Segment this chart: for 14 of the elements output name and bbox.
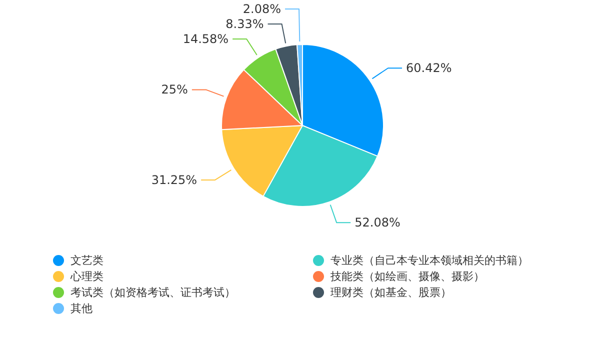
legend-label: 技能类（如绘画、摄像、摄影）: [330, 270, 484, 283]
legend-label: 专业类（自己本专业本领域相关的书籍）: [330, 254, 528, 267]
legend-label: 其他: [70, 302, 92, 315]
legend-label: 文艺类: [70, 254, 104, 267]
legend-label: 理财类（如基金、股票）: [330, 286, 452, 299]
data-label: 25%: [161, 82, 188, 97]
data-label: 31.25%: [151, 172, 198, 187]
data-label: 60.42%: [406, 61, 452, 76]
data-label: 52.08%: [354, 216, 400, 230]
data-label: 2.08%: [242, 2, 282, 16]
legend-label: 考试类（如资格考试、证书考试）: [70, 286, 236, 299]
data-label: 8.33%: [226, 17, 264, 32]
legend-label: 心理类: [70, 270, 104, 283]
data-label: 14.58%: [182, 32, 229, 46]
